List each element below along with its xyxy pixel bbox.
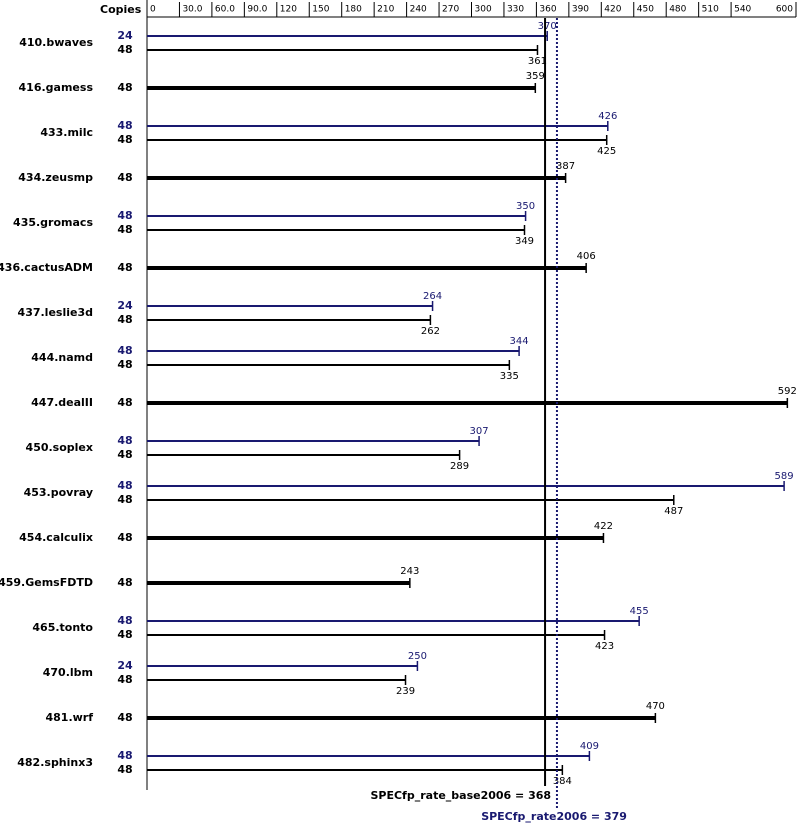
- copies-label: 48: [117, 223, 132, 236]
- value-label: 426: [598, 111, 617, 122]
- copies-label: 48: [117, 358, 132, 371]
- value-label: 592: [778, 386, 797, 397]
- copies-label: 48: [117, 531, 132, 544]
- benchmark-label: 482.sphinx3: [17, 756, 93, 769]
- x-tick-label: 60.0: [215, 5, 235, 15]
- value-label: 262: [421, 326, 440, 337]
- copies-label: 24: [117, 299, 133, 312]
- copies-label: 48: [117, 43, 132, 56]
- value-label: 425: [597, 146, 616, 157]
- x-tick-label: 510: [702, 5, 719, 15]
- value-label: 344: [510, 336, 529, 347]
- x-tick-label: 300: [475, 5, 492, 15]
- copies-label: 48: [117, 673, 132, 686]
- copies-label: 48: [117, 479, 132, 492]
- reference-label: SPECfp_rate_base2006 = 368: [370, 789, 551, 802]
- benchmark-label: 453.povray: [24, 486, 93, 499]
- value-label: 350: [516, 201, 535, 212]
- copies-label: 48: [117, 344, 132, 357]
- copies-label: 24: [117, 29, 133, 42]
- value-label: 359: [526, 71, 545, 82]
- copies-label: 48: [117, 763, 132, 776]
- copies-label: 48: [117, 448, 132, 461]
- value-label: 307: [470, 426, 489, 437]
- x-tick-label: 180: [345, 5, 362, 15]
- benchmark-label: 450.soplex: [26, 441, 93, 454]
- value-label: 243: [400, 566, 419, 577]
- benchmark-label: 433.milc: [40, 126, 93, 139]
- copies-label: 48: [117, 209, 132, 222]
- copies-label: 48: [117, 749, 132, 762]
- benchmark-label: 435.gromacs: [13, 216, 93, 229]
- x-tick-label: 240: [410, 5, 427, 15]
- copies-label: 48: [117, 493, 132, 506]
- value-label: 361: [528, 56, 547, 67]
- value-label: 335: [500, 371, 519, 382]
- copies-label: 48: [117, 576, 132, 589]
- x-tick-label: 330: [507, 5, 524, 15]
- x-tick-label: 600: [776, 5, 793, 15]
- benchmark-label: 447.dealII: [31, 396, 93, 409]
- x-tick-label: 210: [377, 5, 394, 15]
- value-label: 370: [538, 21, 557, 32]
- reference-label: SPECfp_rate2006 = 379: [481, 810, 627, 823]
- copies-label: 48: [117, 119, 132, 132]
- value-label: 455: [630, 606, 649, 617]
- copies-label: 48: [117, 396, 132, 409]
- x-tick-label: 390: [572, 5, 589, 15]
- x-tick-label: 450: [637, 5, 654, 15]
- value-label: 289: [450, 461, 469, 472]
- value-label: 422: [594, 521, 613, 532]
- benchmark-label: 481.wrf: [45, 711, 93, 724]
- value-label: 349: [515, 236, 534, 247]
- benchmark-label: 437.leslie3d: [18, 306, 93, 319]
- value-label: 589: [775, 471, 794, 482]
- x-tick-label: 30.0: [182, 5, 202, 15]
- x-tick-label: 150: [312, 5, 329, 15]
- copies-label: 48: [117, 133, 132, 146]
- copies-label: 48: [117, 81, 132, 94]
- value-label: 423: [595, 641, 614, 652]
- benchmark-label: 465.tonto: [32, 621, 93, 634]
- x-tick-label: 360: [539, 5, 556, 15]
- x-tick-label: 120: [280, 5, 297, 15]
- x-tick-label: 90.0: [247, 5, 267, 15]
- copies-label: 48: [117, 711, 132, 724]
- copies-label: 48: [117, 628, 132, 641]
- value-label: 406: [577, 251, 596, 262]
- benchmark-label: 410.bwaves: [19, 36, 93, 49]
- benchmark-label: 444.namd: [31, 351, 93, 364]
- x-tick-label: 270: [442, 5, 459, 15]
- benchmark-label: 459.GemsFDTD: [0, 576, 93, 589]
- benchmark-label: 436.cactusADM: [0, 261, 93, 274]
- benchmark-label: 434.zeusmp: [18, 171, 93, 184]
- value-label: 387: [556, 161, 575, 172]
- copies-label: 48: [117, 614, 132, 627]
- x-tick-label: 0: [150, 5, 156, 15]
- value-label: 384: [553, 776, 572, 787]
- copies-header: Copies: [100, 3, 142, 16]
- copies-label: 48: [117, 313, 132, 326]
- benchmark-label: 454.calculix: [19, 531, 93, 544]
- value-label: 470: [646, 701, 665, 712]
- x-tick-label: 420: [604, 5, 621, 15]
- x-tick-label: 480: [669, 5, 686, 15]
- x-tick-label: 540: [734, 5, 751, 15]
- value-label: 239: [396, 686, 415, 697]
- value-label: 409: [580, 741, 599, 752]
- copies-label: 48: [117, 261, 132, 274]
- copies-label: 48: [117, 434, 132, 447]
- benchmark-label: 470.lbm: [43, 666, 93, 679]
- value-label: 264: [423, 291, 442, 302]
- benchmark-label: 416.gamess: [19, 81, 94, 94]
- value-label: 250: [408, 651, 427, 662]
- copies-label: 48: [117, 171, 132, 184]
- value-label: 487: [664, 506, 683, 517]
- copies-label: 24: [117, 659, 133, 672]
